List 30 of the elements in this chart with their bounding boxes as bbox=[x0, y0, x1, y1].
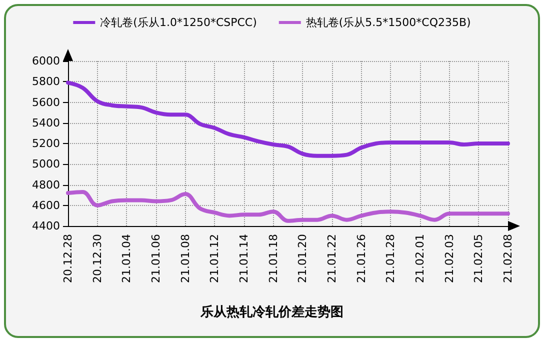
y-tick-label: 4400 bbox=[32, 220, 60, 232]
x-tick-label: 21.01.18 bbox=[266, 234, 280, 283]
x-tick-label: 21.01.08 bbox=[178, 234, 192, 283]
x-tick-label: 21.02.08 bbox=[502, 234, 514, 283]
y-tick-label: 4800 bbox=[32, 178, 60, 192]
x-tick-label: 21.01.06 bbox=[150, 234, 162, 283]
x-tick-label: 20.12.30 bbox=[90, 234, 104, 283]
y-tick-label: 5600 bbox=[32, 96, 60, 109]
legend-label: 冷轧卷(乐从1.0*1250*CSPCC) bbox=[100, 16, 257, 29]
x-tick-label: 21.02.05 bbox=[472, 234, 486, 283]
y-tick-label: 6000 bbox=[32, 54, 60, 68]
y-tick-label: 5200 bbox=[32, 137, 60, 150]
x-tick-label: 21.02.03 bbox=[442, 234, 456, 283]
x-tick-label: 21.01.22 bbox=[326, 234, 338, 283]
line-series bbox=[66, 190, 510, 223]
x-tick-label: 21.01.26 bbox=[354, 234, 368, 283]
x-tick-label: 21.01.14 bbox=[238, 234, 250, 283]
line-series bbox=[66, 80, 510, 158]
x-tick-label: 20.12.28 bbox=[62, 234, 74, 283]
x-tick-label: 21.02.01 bbox=[414, 234, 426, 283]
y-tick-label: 5000 bbox=[32, 158, 60, 171]
x-tick-label: 21.01.20 bbox=[296, 234, 310, 283]
x-tick-label: 21.01.28 bbox=[384, 234, 398, 283]
legend-label: 热轧卷(乐从5.5*1500*CQ235B) bbox=[306, 16, 471, 29]
y-tick-label: 4600 bbox=[32, 198, 60, 212]
x-tick-label: 21.01.04 bbox=[120, 234, 134, 283]
y-tick-label: 5400 bbox=[32, 116, 60, 130]
x-tick-label: 21.01.12 bbox=[208, 234, 222, 283]
y-tick-label: 5800 bbox=[32, 75, 60, 88]
text: 乐从热轧冷轧价差走势图 bbox=[200, 304, 344, 320]
